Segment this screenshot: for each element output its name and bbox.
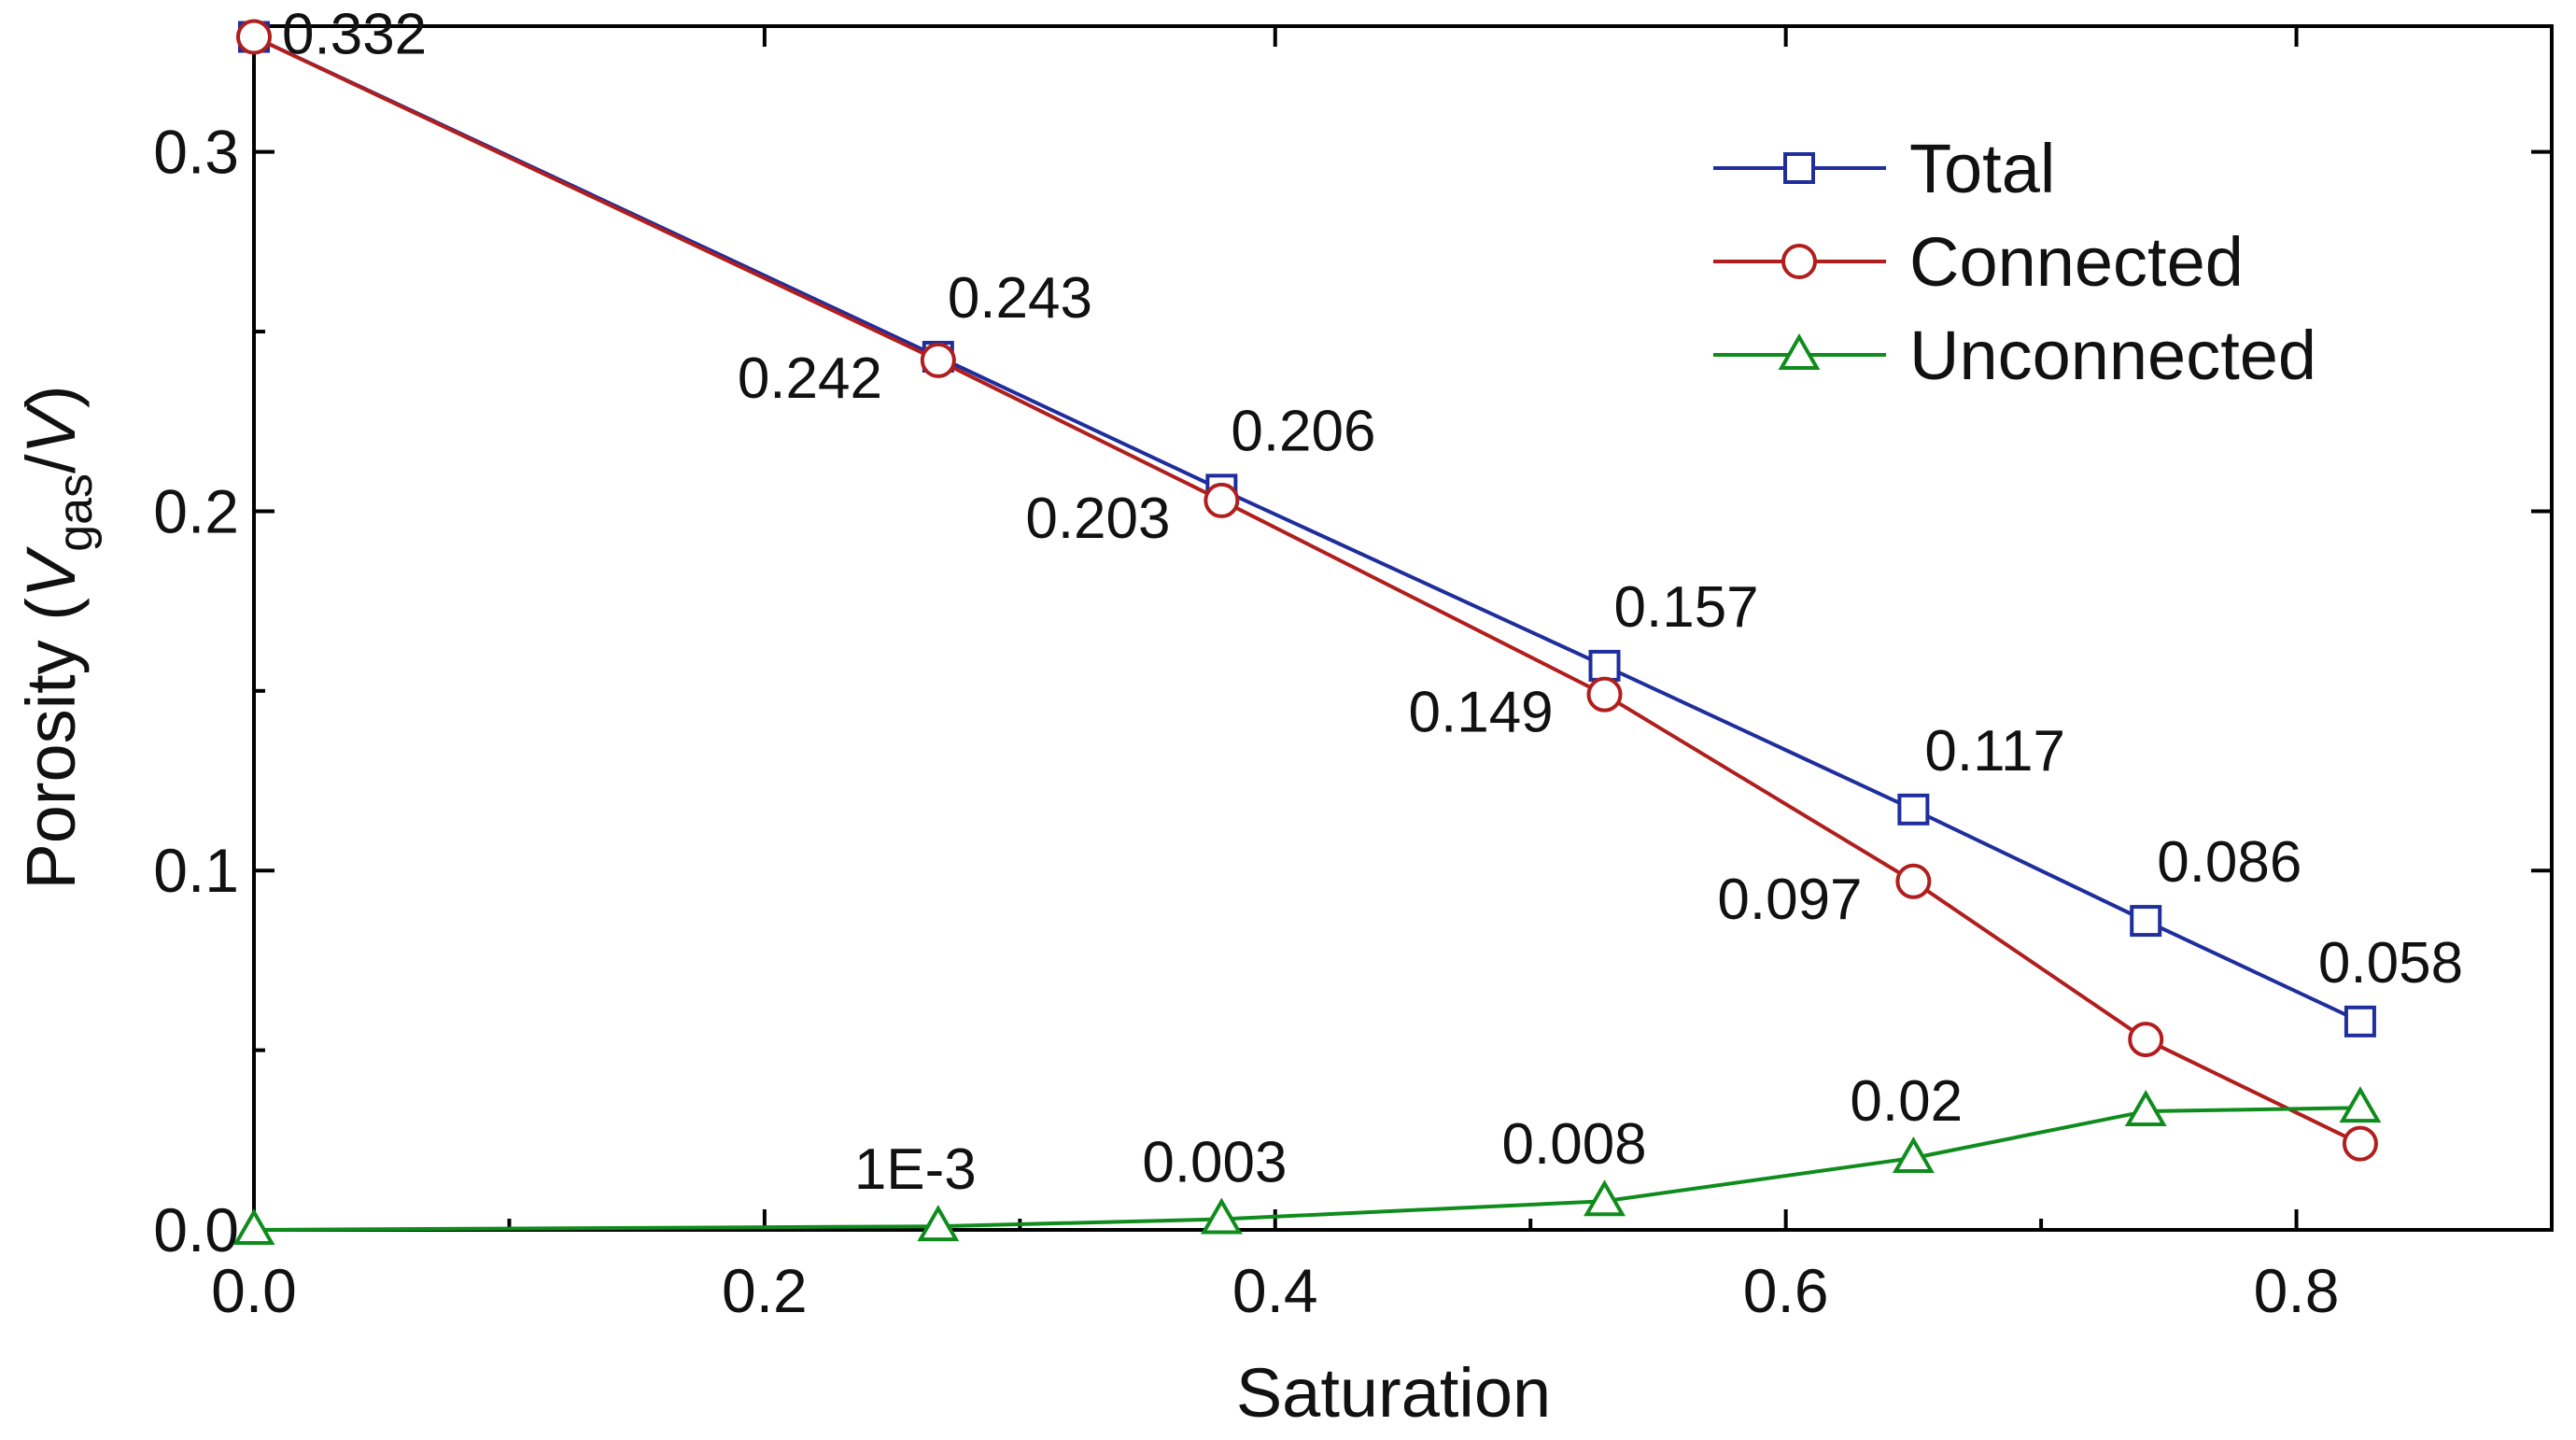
legend-label: Unconnected [1909, 317, 2316, 394]
x-tick-label: 0.4 [1232, 1256, 1318, 1325]
data-point-unconnected [2339, 1086, 2382, 1123]
data-point-total [1897, 793, 1930, 826]
data-label-unconnected: 1E-3 [854, 1137, 977, 1202]
series-unconnected [232, 1086, 2382, 1245]
data-point-connected [2128, 1022, 2164, 1058]
data-label-unconnected: 0.008 [1502, 1112, 1647, 1177]
data-point-unconnected [1584, 1179, 1626, 1217]
data-label-total: 0.058 [2318, 931, 2463, 995]
data-point-total [2344, 1005, 2376, 1038]
data-label-connected: 0.332 [282, 3, 427, 67]
x-tick-label: 0.8 [2254, 1256, 2340, 1325]
y-tick-label: 0.1 [153, 836, 239, 905]
legend-label: Connected [1909, 223, 2244, 301]
legend-marker-square [1783, 152, 1815, 184]
data-label-connected: 0.097 [1717, 868, 1862, 932]
legend-marker-circle [1781, 244, 1817, 279]
x-tick-label: 0.0 [211, 1256, 297, 1325]
legend-item-total: Total [1713, 130, 2055, 207]
x-axis-title: Saturation [1236, 1354, 1551, 1432]
x-axis: 0.0 0.2 0.4 0.6 0.8 Saturation [211, 26, 2554, 1432]
y-axis-title-part: ) [12, 385, 90, 408]
legend-label: Total [1909, 130, 2055, 207]
data-point-unconnected [2124, 1090, 2167, 1127]
x-tick-label: 0.2 [722, 1256, 808, 1325]
data-label-total: 0.243 [948, 266, 1092, 331]
legend: Total Connected Unconnected [1713, 130, 2316, 394]
y-tick-label: 0.3 [153, 118, 239, 187]
y-tick-label: 0.0 [153, 1195, 239, 1264]
data-point-unconnected [917, 1205, 960, 1242]
data-label-connected: 0.203 [1025, 487, 1170, 551]
legend-item-unconnected: Unconnected [1713, 317, 2316, 394]
legend-marker-triangle [1778, 332, 1821, 370]
data-label-total: 0.206 [1231, 399, 1375, 463]
data-point-connected [2342, 1125, 2378, 1162]
data-point-connected [1204, 482, 1240, 518]
data-point-total [2130, 905, 2162, 938]
data-label-total: 0.117 [1924, 719, 2065, 784]
data-point-unconnected [232, 1207, 275, 1245]
y-axis-title-part: V [12, 545, 90, 598]
data-point-unconnected [1892, 1136, 1935, 1174]
series-layer [232, 19, 2382, 1245]
data-point-connected [1586, 676, 1623, 713]
data-label-connected: 0.149 [1409, 681, 1554, 745]
data-point-connected [920, 342, 956, 378]
data-label-connected: 0.242 [738, 346, 882, 411]
plot-frame [252, 24, 2554, 1232]
y-axis-title: Porosity (Vgas/V) [12, 385, 103, 889]
y-axis-title-part: Porosity ( [12, 598, 90, 890]
series-line-unconnected [253, 1106, 2360, 1232]
y-tick-label: 0.2 [153, 476, 239, 545]
data-label-unconnected: 0.003 [1142, 1130, 1287, 1194]
data-label-total: 0.086 [2157, 830, 2302, 895]
y-axis-title-part: / [12, 454, 90, 473]
data-point-connected [236, 19, 272, 55]
data-point-unconnected [1200, 1197, 1243, 1235]
y-axis-title-part: V [12, 402, 90, 454]
plot-border [252, 24, 2554, 1232]
y-axis-title-part: gas [49, 473, 103, 552]
data-point-connected [1895, 863, 1932, 899]
series-connected [236, 19, 2378, 1162]
data-label-total: 0.157 [1614, 575, 1759, 640]
x-tick-label: 0.6 [1743, 1256, 1829, 1325]
data-label-unconnected: 0.02 [1850, 1069, 1963, 1134]
legend-item-connected: Connected [1713, 223, 2244, 301]
data-point-total [1588, 649, 1621, 682]
